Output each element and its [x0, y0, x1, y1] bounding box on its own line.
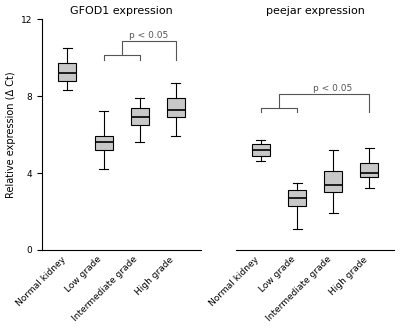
PathPatch shape	[360, 164, 378, 177]
Title: GFOD1 expression: GFOD1 expression	[70, 6, 173, 15]
PathPatch shape	[288, 190, 306, 206]
PathPatch shape	[167, 98, 185, 117]
Text: p < 0.05: p < 0.05	[314, 84, 353, 93]
PathPatch shape	[94, 137, 112, 150]
PathPatch shape	[252, 144, 270, 156]
Y-axis label: Relative expression (Δ Ct): Relative expression (Δ Ct)	[6, 71, 16, 198]
Text: p < 0.05: p < 0.05	[129, 31, 168, 40]
PathPatch shape	[130, 108, 149, 125]
PathPatch shape	[324, 171, 342, 192]
PathPatch shape	[58, 63, 76, 81]
Title: peejar expression: peejar expression	[266, 6, 364, 15]
